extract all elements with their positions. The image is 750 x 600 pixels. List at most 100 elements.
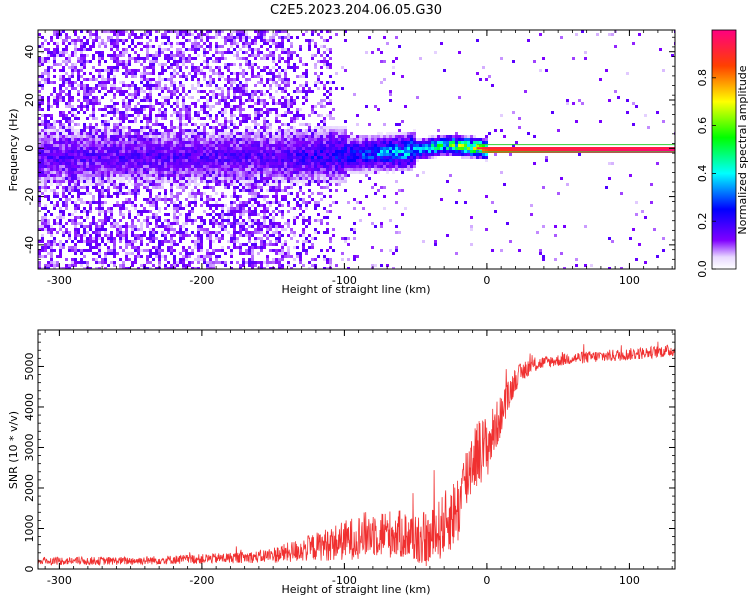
- heatmap-cell: [179, 171, 182, 174]
- heatmap-cell: [50, 123, 53, 126]
- heatmap-cell: [245, 261, 248, 264]
- heatmap-cell: [251, 144, 254, 147]
- heatmap-cell: [149, 192, 152, 195]
- heatmap-cell: [134, 72, 137, 75]
- heatmap-cell: [305, 150, 308, 153]
- heatmap-cell: [212, 153, 215, 156]
- heatmap-cell: [140, 72, 143, 75]
- heatmap-cell: [254, 48, 257, 51]
- heatmap-cell: [68, 198, 71, 201]
- heatmap-cell: [134, 198, 137, 201]
- heatmap-cell: [113, 249, 116, 252]
- heatmap-cell: [266, 189, 269, 192]
- heatmap-cell: [233, 195, 236, 198]
- heatmap-cell: [323, 177, 326, 180]
- heatmap-cell: [305, 141, 308, 144]
- heatmap-cell: [185, 213, 188, 216]
- heatmap-cell: [194, 72, 197, 75]
- heatmap-cell: [137, 165, 140, 168]
- heatmap-cell: [287, 171, 290, 174]
- heatmap-cell: [134, 60, 137, 63]
- heatmap-cell: [227, 81, 230, 84]
- heatmap-cell: [152, 60, 155, 63]
- heatmap-cell: [164, 30, 167, 33]
- heatmap-cell: [101, 81, 104, 84]
- heatmap-cell: [50, 39, 53, 42]
- heatmap-cell: [89, 36, 92, 39]
- heatmap-cell: [95, 33, 98, 36]
- heatmap-cell: [314, 177, 317, 180]
- heatmap-cell: [155, 249, 158, 252]
- heatmap-cell: [275, 240, 278, 243]
- heatmap-cell: [185, 219, 188, 222]
- heatmap-cell: [83, 177, 86, 180]
- heatmap-cell: [191, 69, 194, 72]
- heatmap-cell: [263, 30, 266, 33]
- heatmap-cell: [305, 237, 308, 240]
- heatmap-cell: [62, 111, 65, 114]
- heatmap-cell: [224, 228, 227, 231]
- heatmap-cell: [155, 216, 158, 219]
- heatmap-cell: [239, 162, 242, 165]
- heatmap-cell: [77, 186, 80, 189]
- heatmap-cell: [125, 144, 128, 147]
- heatmap-cell: [92, 117, 95, 120]
- heatmap-cell: [308, 135, 311, 138]
- heatmap-cell: [302, 159, 305, 162]
- heatmap-cell: [278, 156, 281, 159]
- heatmap-cell: [281, 258, 284, 261]
- heatmap-cell: [95, 183, 98, 186]
- heatmap-cell: [62, 96, 65, 99]
- heatmap-cell: [134, 207, 137, 210]
- heatmap-cell: [302, 87, 305, 90]
- heatmap-cell: [281, 51, 284, 54]
- heatmap-cell: [155, 138, 158, 141]
- heatmap-cell: [317, 60, 320, 63]
- heatmap-cell: [233, 210, 236, 213]
- heatmap-cell: [158, 180, 161, 183]
- heatmap-cell: [80, 198, 83, 201]
- heatmap-cell: [53, 33, 56, 36]
- heatmap-cell: [308, 87, 311, 90]
- heatmap-cell: [116, 204, 119, 207]
- heatmap-cell: [65, 144, 68, 147]
- heatmap-cell: [320, 129, 323, 132]
- heatmap-cell: [155, 162, 158, 165]
- heatmap-cell: [293, 102, 296, 105]
- heatmap-cell: [233, 174, 236, 177]
- heatmap-cell: [206, 138, 209, 141]
- heatmap-cell: [230, 237, 233, 240]
- heatmap-cell: [95, 174, 98, 177]
- heatmap-cell: [149, 153, 152, 156]
- heatmap-cell: [311, 147, 314, 150]
- heatmap-cell: [44, 129, 47, 132]
- heatmap-cell: [242, 120, 245, 123]
- heatmap-cell: [170, 42, 173, 45]
- heatmap-cell: [278, 138, 281, 141]
- heatmap-cell: [233, 222, 236, 225]
- heatmap-cell: [254, 75, 257, 78]
- heatmap-cell: [206, 180, 209, 183]
- heatmap-cell: [113, 54, 116, 57]
- heatmap-cell: [173, 243, 176, 246]
- heatmap-cell: [107, 192, 110, 195]
- heatmap-cell: [68, 144, 71, 147]
- heatmap-cell: [104, 84, 107, 87]
- heatmap-cell: [179, 48, 182, 51]
- heatmap-cell: [236, 141, 239, 144]
- heatmap-cell: [143, 114, 146, 117]
- heatmap-cell: [167, 90, 170, 93]
- heatmap-cell: [71, 249, 74, 252]
- heatmap-cell: [209, 78, 212, 81]
- heatmap-cell: [113, 33, 116, 36]
- heatmap-cell: [212, 168, 215, 171]
- heatmap-cell: [98, 246, 101, 249]
- heatmap-cell: [155, 144, 158, 147]
- heatmap-cell: [287, 186, 290, 189]
- heatmap-cell: [167, 57, 170, 60]
- heatmap-cell: [161, 36, 164, 39]
- heatmap-cell: [107, 72, 110, 75]
- heatmap-cell: [77, 84, 80, 87]
- heatmap-cell: [68, 60, 71, 63]
- heatmap-cell: [98, 267, 101, 269]
